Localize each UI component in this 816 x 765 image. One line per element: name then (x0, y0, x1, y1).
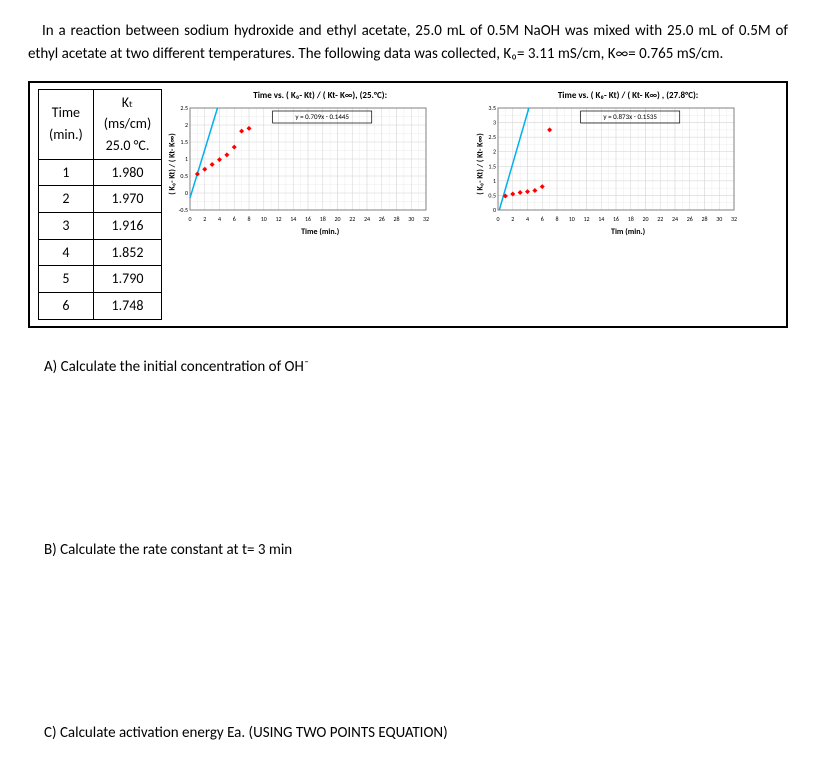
svg-text:24: 24 (672, 215, 678, 223)
svg-text:2.5: 2.5 (489, 134, 497, 142)
table-cell: 1.790 (93, 266, 161, 293)
svg-text:2.5: 2.5 (181, 104, 189, 112)
table-row: 61.748 (39, 293, 162, 320)
svg-text:26: 26 (379, 215, 385, 223)
svg-text:0: 0 (497, 215, 500, 223)
svg-text:3.5: 3.5 (489, 104, 497, 112)
svg-text:6: 6 (541, 215, 544, 223)
col2-a: Kₜ (122, 94, 133, 111)
table-cell: 2 (39, 186, 94, 213)
svg-text:6: 6 (233, 215, 236, 223)
svg-text:8: 8 (248, 215, 251, 223)
svg-text:14: 14 (598, 215, 604, 223)
svg-text:2: 2 (185, 121, 188, 129)
svg-text:14: 14 (290, 215, 296, 223)
figure-panel: Time (min.) Kₜ (ms/cm) 25.0 °C. 11.98021… (28, 81, 788, 328)
svg-text:-0.5: -0.5 (179, 206, 188, 214)
question-c: C) Calculate activation energy Ea. (USIN… (44, 722, 788, 745)
svg-text:18: 18 (628, 215, 634, 223)
table-cell: 3 (39, 212, 94, 239)
question-b: B) Calculate the rate constant at t= 3 m… (44, 539, 788, 562)
col2-header: Kₜ (ms/cm) 25.0 °C. (93, 89, 161, 159)
col2-b: (ms/cm) (104, 115, 151, 132)
svg-text:18: 18 (320, 215, 326, 223)
svg-text:20: 20 (335, 215, 341, 223)
col1-header: Time (min.) (39, 89, 94, 159)
chart-svg: 02468101214161820222426283032-0.500.511.… (170, 104, 430, 224)
svg-text:30: 30 (408, 215, 414, 223)
chart2-title: Time vs. ( K₀- Kt) / ( Kt- K∞) , (27.8°C… (478, 89, 778, 103)
table-cell: 1.970 (93, 186, 161, 213)
svg-text:32: 32 (423, 215, 429, 223)
svg-text:y = 0.873x - 0.1535: y = 0.873x - 0.1535 (603, 112, 657, 121)
intro-text: In a reaction between sodium hydroxide a… (28, 20, 788, 67)
svg-text:4: 4 (526, 215, 529, 223)
svg-text:12: 12 (584, 215, 590, 223)
svg-text:1.5: 1.5 (181, 138, 189, 146)
table-cell: 1.916 (93, 212, 161, 239)
svg-text:10: 10 (569, 215, 575, 223)
svg-text:2: 2 (511, 215, 514, 223)
chart2-xlabel: Tim (min.) (478, 226, 778, 238)
svg-text:0.5: 0.5 (181, 172, 189, 180)
data-table: Time (min.) Kₜ (ms/cm) 25.0 °C. 11.98021… (38, 89, 162, 320)
table-cell: 4 (39, 239, 94, 266)
svg-text:12: 12 (276, 215, 282, 223)
svg-text:0: 0 (185, 189, 188, 197)
table-cell: 5 (39, 266, 94, 293)
chart2-ylabel: ( K₀- Kt) / ( Kt- K∞) (475, 133, 487, 195)
table-row: 51.790 (39, 266, 162, 293)
question-a: A) Calculate the initial concentration o… (44, 356, 788, 379)
svg-text:22: 22 (349, 215, 355, 223)
table-cell: 1.748 (93, 293, 161, 320)
col1-header-b: (min.) (49, 126, 83, 143)
svg-text:y = 0.709x - 0.1445: y = 0.709x - 0.1445 (296, 112, 350, 121)
chart1-title: Time vs. ( K₀- Kt) / ( Kt- K∞), (25.°C): (170, 89, 470, 103)
svg-text:1: 1 (493, 177, 496, 185)
chart-svg: 0246810121416182022242628303200.511.522.… (478, 104, 738, 224)
svg-text:2: 2 (203, 215, 206, 223)
svg-text:30: 30 (716, 215, 722, 223)
col2-c: 25.0 °C. (106, 137, 150, 154)
svg-text:28: 28 (702, 215, 708, 223)
table-cell: 1 (39, 159, 94, 186)
chart-2: Time vs. ( K₀- Kt) / ( Kt- K∞) , (27.8°C… (478, 89, 778, 239)
table-cell: 6 (39, 293, 94, 320)
svg-text:28: 28 (394, 215, 400, 223)
chart-1: Time vs. ( K₀- Kt) / ( Kt- K∞), (25.°C):… (170, 89, 470, 239)
svg-text:22: 22 (657, 215, 663, 223)
table-row: 41.852 (39, 239, 162, 266)
svg-text:16: 16 (613, 215, 619, 223)
svg-text:32: 32 (731, 215, 737, 223)
table-row: 11.980 (39, 159, 162, 186)
table-cell: 1.980 (93, 159, 161, 186)
svg-text:1.5: 1.5 (489, 163, 497, 171)
svg-text:26: 26 (687, 215, 693, 223)
svg-text:0.5: 0.5 (489, 192, 497, 200)
chart1-ylabel: ( K₀- Kt) / ( Kt- K∞) (167, 133, 179, 195)
svg-text:24: 24 (364, 215, 370, 223)
chart1-xlabel: Time (min.) (170, 226, 470, 238)
table-row: 31.916 (39, 212, 162, 239)
table-row: 21.970 (39, 186, 162, 213)
col1-header-a: Time (52, 104, 80, 121)
svg-text:16: 16 (305, 215, 311, 223)
svg-text:3: 3 (493, 119, 496, 127)
svg-text:0: 0 (493, 206, 496, 214)
svg-text:2: 2 (493, 148, 496, 156)
svg-text:8: 8 (556, 215, 559, 223)
table-cell: 1.852 (93, 239, 161, 266)
svg-text:4: 4 (218, 215, 221, 223)
svg-text:1: 1 (185, 155, 188, 163)
svg-text:20: 20 (643, 215, 649, 223)
svg-text:0: 0 (189, 215, 192, 223)
svg-text:10: 10 (261, 215, 267, 223)
